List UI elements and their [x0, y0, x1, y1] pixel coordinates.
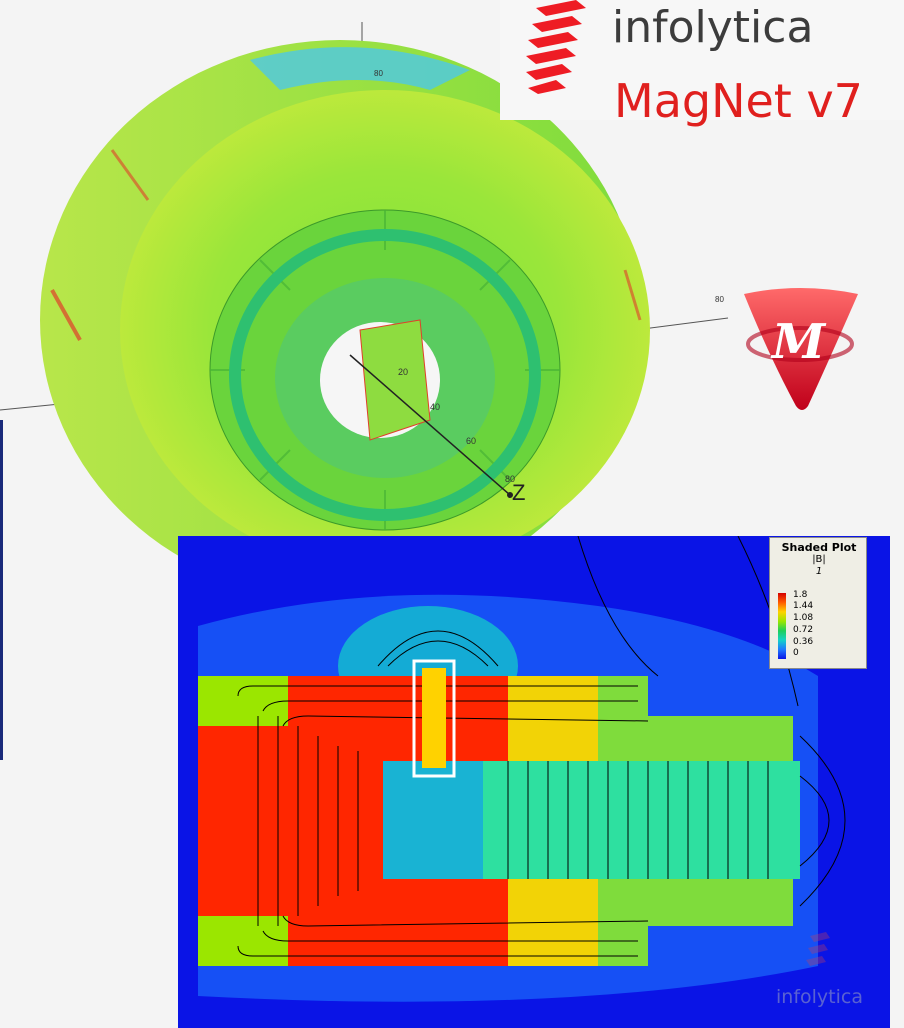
watermark-text: infolytica	[776, 986, 863, 1008]
axis-tick-label: 80	[374, 69, 383, 78]
legend-tick: 1.8	[793, 591, 807, 600]
striped-logo-icon	[524, 0, 594, 96]
legend-tick: 1.44	[793, 602, 813, 611]
legend-quantity: |B|	[770, 554, 868, 565]
legend-tick: 1.08	[793, 614, 813, 623]
legend-tick: 0.36	[793, 638, 813, 647]
plunger-gap	[383, 761, 483, 879]
axis-tick-label: 20	[398, 367, 408, 377]
legend-tick: 0	[793, 649, 799, 658]
coil	[422, 668, 446, 768]
product-name: MagNet v7	[614, 74, 863, 128]
svg-text:M: M	[770, 314, 827, 370]
core-corner-bottom	[198, 916, 288, 966]
brand-name: infolytica	[612, 2, 813, 53]
plot-legend: Shaded Plot |B| 1 1.8 1.44 1.08 0.72 0.3…	[769, 537, 867, 669]
inner-slab	[360, 320, 430, 440]
magnet-app-icon: M	[730, 278, 870, 418]
axis-tick-label: 80	[715, 295, 724, 304]
axis-tick-label: 80	[505, 474, 515, 484]
legend-index: 1	[770, 566, 868, 577]
core-corner-top	[198, 676, 288, 726]
axis-tick-label: 40	[430, 402, 440, 412]
legend-title: Shaded Plot	[770, 541, 868, 554]
legend-colorbar	[778, 593, 786, 659]
legend-tick: 0.72	[793, 626, 813, 635]
plunger-tip	[778, 761, 800, 879]
axis-tick-label: 60	[466, 436, 476, 446]
